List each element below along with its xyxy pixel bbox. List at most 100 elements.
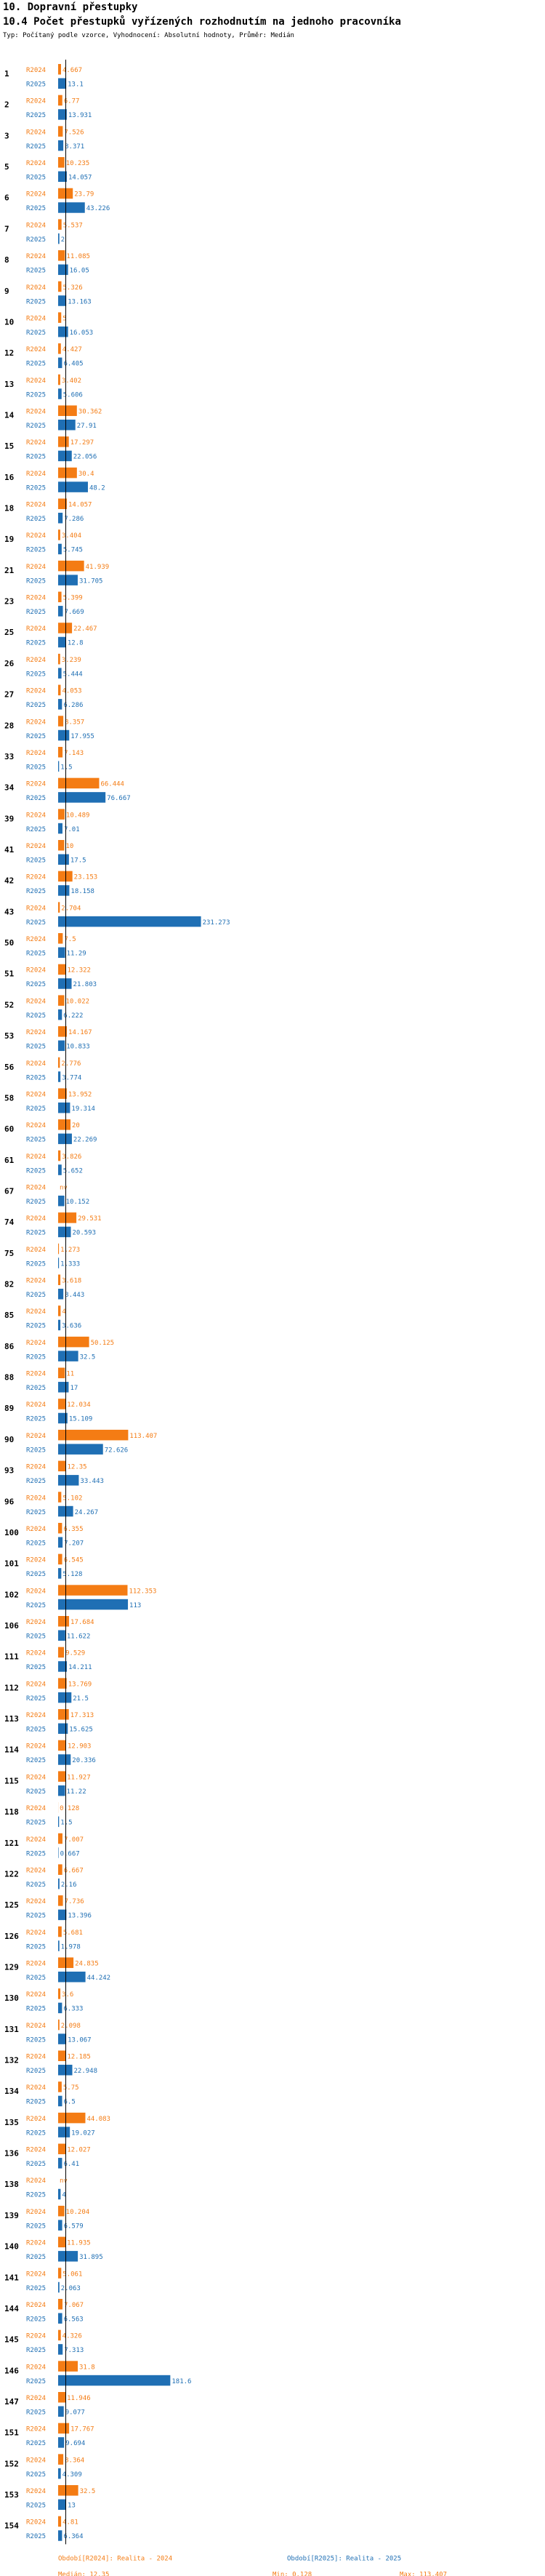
data-label: 30.362 — [78, 408, 102, 415]
data-label: 12.027 — [67, 2147, 91, 2154]
bar — [58, 699, 62, 710]
category-label: 7 — [4, 224, 9, 233]
bar — [58, 1336, 89, 1348]
category-label: 135 — [4, 2118, 19, 2127]
bar — [58, 1226, 71, 1238]
data-label: 44.242 — [87, 1975, 111, 1982]
category-label: 147 — [4, 2397, 19, 2407]
series-label: R2025 — [26, 2316, 46, 2323]
data-label: 13 — [68, 2503, 76, 2510]
bar — [58, 1102, 70, 1113]
series-label: R2024 — [26, 1371, 46, 1378]
series-label: R2025 — [26, 2036, 46, 2044]
series-label: R2024 — [26, 1122, 46, 1129]
bar — [58, 109, 67, 120]
bar — [58, 1257, 60, 1268]
bar — [58, 746, 63, 758]
bar — [58, 684, 61, 696]
bar — [58, 1692, 72, 1703]
bar — [58, 467, 77, 479]
data-label: 17.313 — [70, 1712, 94, 1719]
data-label: 6.222 — [63, 1012, 83, 1020]
category-label: 56 — [4, 1063, 15, 1072]
category-label: 113 — [4, 1714, 19, 1724]
series-label: R2024 — [26, 564, 46, 571]
data-label: 48.2 — [89, 484, 105, 492]
data-label: 3.636 — [62, 1323, 81, 1330]
data-label: 7.736 — [65, 1898, 84, 1905]
data-label: 17 — [70, 1385, 78, 1392]
bar — [58, 1971, 86, 1983]
bar — [58, 2423, 70, 2434]
bar — [58, 809, 65, 820]
bar — [58, 1399, 66, 1409]
data-label: 19.027 — [71, 2129, 95, 2137]
data-label: 23.153 — [74, 874, 98, 881]
data-label: 24.835 — [75, 1960, 99, 1967]
bar — [58, 543, 62, 555]
bar — [58, 1833, 62, 1844]
bar — [58, 157, 65, 168]
series-label: R2025 — [26, 1012, 46, 1020]
series-label: R2024 — [26, 315, 46, 322]
series-label: R2024 — [26, 2209, 46, 2216]
series-label: R2025 — [26, 1260, 46, 1268]
bar — [58, 995, 65, 1006]
series-label: R2024 — [26, 222, 46, 229]
bar — [58, 2281, 60, 2293]
bar — [58, 1212, 77, 1223]
data-label: 22.948 — [74, 2068, 98, 2075]
data-label: 12.322 — [67, 967, 91, 975]
data-label: 15.625 — [69, 1727, 93, 1734]
data-label: 29.531 — [78, 1215, 102, 1223]
series-label: R2025 — [26, 516, 46, 523]
series-label: R2024 — [26, 2054, 46, 2061]
data-label: 12.903 — [68, 1743, 92, 1751]
data-label: 17.955 — [70, 733, 94, 740]
category-label: 88 — [4, 1373, 14, 1383]
data-label: 113 — [129, 1602, 141, 1609]
bar — [58, 2019, 60, 2031]
category-label: 154 — [4, 2521, 19, 2531]
data-label: 43.226 — [86, 205, 110, 212]
bar — [58, 295, 67, 306]
series-label: R2024 — [26, 1588, 46, 1595]
series-label: R2025 — [26, 951, 46, 958]
series-label: R2025 — [26, 1695, 46, 1703]
bar — [58, 326, 68, 337]
data-label: 6.77 — [64, 98, 80, 105]
series-label: R2025 — [26, 2129, 46, 2137]
category-label: 39 — [4, 814, 14, 823]
series-label: R2024 — [26, 1526, 46, 1533]
series-label: R2024 — [26, 2333, 46, 2340]
category-label: 6 — [4, 193, 9, 203]
bar — [58, 2236, 66, 2248]
series-label: R2024 — [26, 1060, 46, 1068]
bar — [58, 840, 65, 851]
bar — [58, 2329, 61, 2341]
data-label: 22.269 — [73, 1137, 97, 1144]
data-label: 13.952 — [68, 1091, 92, 1098]
bar — [58, 636, 66, 648]
data-label: 10.022 — [66, 998, 90, 1005]
bar — [58, 871, 73, 882]
bar — [58, 2298, 63, 2310]
series-label: R2025 — [26, 764, 46, 771]
bar — [58, 357, 62, 369]
bar — [58, 885, 70, 896]
bar — [58, 2361, 78, 2372]
series-label: R2024 — [26, 812, 46, 819]
data-label: 6.364 — [63, 2533, 83, 2540]
series-label: R2024 — [26, 1184, 46, 1191]
max-2024-label: Max: 113.407 — [400, 2571, 447, 2576]
series-label: R2025 — [26, 175, 46, 182]
data-label: 17.684 — [70, 1619, 94, 1626]
series-label: R2025 — [26, 1664, 46, 1671]
series-label: R2024 — [26, 1960, 46, 1967]
data-label: 181.6 — [171, 2378, 191, 2385]
series-label: R2024 — [26, 2271, 46, 2278]
bar — [58, 2406, 64, 2417]
series-label: R2024 — [26, 439, 46, 447]
data-label: 231.273 — [203, 919, 230, 927]
data-label: 7.067 — [64, 2302, 84, 2309]
